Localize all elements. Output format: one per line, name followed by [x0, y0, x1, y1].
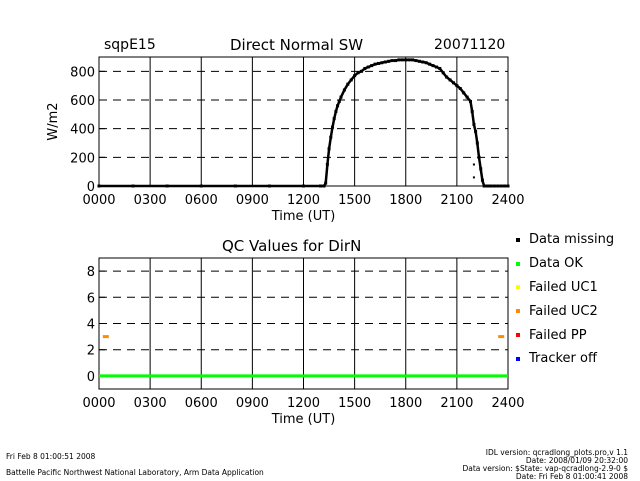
x-tick-label: 0300: [134, 193, 167, 208]
legend-swatch-failed-pp: [516, 333, 520, 338]
y-tick-label: 8: [87, 265, 95, 280]
qc-failed-uc2-mark: [102, 335, 109, 339]
legend-item-failed-pp: Failed PP: [516, 323, 614, 347]
legend-swatch-failed-uc2: [516, 309, 520, 314]
footer-idl-version: IDL version: qcradlong_plots.pro,v 1.1: [485, 448, 628, 457]
legend-item-failed-uc2: Failed UC2: [516, 299, 614, 323]
x-tick-label: 1800: [389, 193, 422, 208]
x-tick-label: 2100: [440, 396, 473, 411]
x-tick-label: 0000: [82, 396, 115, 411]
panel-1: [97, 56, 510, 188]
panel-2: [98, 257, 509, 390]
legend-label-data-missing: Data missing: [529, 232, 615, 248]
legend-item-data-missing: Data missing: [516, 228, 614, 252]
date-label: 20071120: [434, 37, 506, 53]
legend-label-failed-pp: Failed PP: [529, 327, 587, 343]
legend-label-data-ok: Data OK: [529, 256, 583, 272]
qc-chart-title: QC Values for DirN: [222, 237, 362, 255]
x-axis-label: Time (UT): [271, 209, 336, 224]
y-axis-label: W/m2: [46, 102, 61, 140]
legend-swatch-data-ok: [516, 261, 520, 266]
legend-item-tracker-off: Tracker off: [516, 347, 614, 371]
series-line: [99, 58, 508, 188]
legend-swatch-failed-uc1: [516, 285, 520, 290]
x-tick-label: 0900: [236, 396, 269, 411]
y-tick-label: 600: [70, 94, 95, 109]
y-tick-label: 200: [70, 151, 95, 166]
y-tick-label: 2: [87, 344, 95, 359]
x-tick-label: 2400: [491, 193, 524, 208]
x-tick-label: 0600: [185, 193, 218, 208]
x-tick-label: 2100: [440, 193, 473, 208]
legend-swatch-tracker-off: [516, 356, 520, 361]
y-tick-label: 400: [70, 123, 95, 138]
y-tick-label: 4: [87, 318, 95, 333]
y-tick-label: 800: [70, 65, 95, 80]
legend-item-data-ok: Data OK: [516, 252, 614, 276]
x-tick-label: 0600: [185, 396, 218, 411]
footer-data-version: Data version: $State: vap-qcradlong-2.9-…: [462, 464, 629, 473]
y-tick-label: 6: [87, 291, 95, 306]
x-tick-label: 1200: [287, 396, 320, 411]
footer-data-date: Date: Fri Feb 8 01:00:41 2008: [515, 472, 628, 481]
x-tick-label: 1800: [389, 396, 422, 411]
y-tick-label: 0: [87, 180, 95, 195]
legend-item-failed-uc1: Failed UC1: [516, 276, 614, 300]
y-tick-label: 0: [87, 370, 95, 385]
site-label: sqpE15: [104, 37, 156, 53]
x-tick-label: 1200: [287, 193, 320, 208]
legend-label-tracker-off: Tracker off: [529, 351, 597, 367]
legend-swatch-data-missing: [516, 237, 520, 242]
footer-idl-date: Date: 2008/01/09 20:32:00: [525, 456, 628, 465]
footer-lab-name: Battelle Pacific Northwest National Labo…: [6, 468, 264, 477]
chart-title: Direct Normal SW: [230, 36, 364, 54]
annotation-dot: [472, 163, 475, 166]
footer-timestamp: Fri Feb 8 01:00:51 2008: [6, 452, 96, 461]
qc-legend: Data missing Data OK Failed UC1 Failed U…: [516, 228, 614, 371]
legend-label-failed-uc1: Failed UC1: [529, 279, 598, 295]
x-axis-label: Time (UT): [271, 412, 336, 427]
x-tick-label: 1500: [338, 193, 371, 208]
legend-label-failed-uc2: Failed UC2: [529, 303, 598, 319]
x-tick-label: 2400: [491, 396, 524, 411]
annotation-dot: [472, 176, 475, 179]
qc-failed-uc2-mark: [498, 335, 505, 339]
x-tick-label: 0300: [134, 396, 167, 411]
x-tick-label: 0900: [236, 193, 269, 208]
x-tick-label: 1500: [338, 396, 371, 411]
x-tick-label: 0000: [82, 193, 115, 208]
